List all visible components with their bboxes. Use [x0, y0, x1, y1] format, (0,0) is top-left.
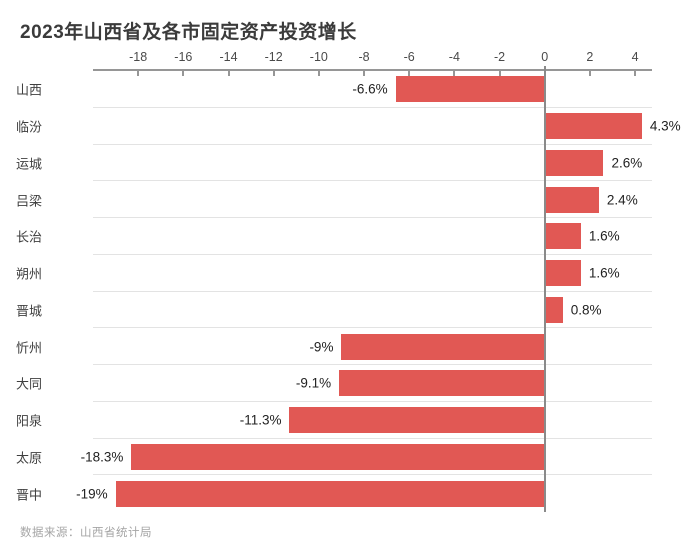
value-label: 4.3% [649, 118, 681, 134]
row-separator [93, 437, 652, 439]
row-separator [93, 253, 652, 255]
x-tick-label: -8 [358, 50, 370, 64]
value-label: 0.8% [570, 302, 602, 318]
bar [544, 223, 581, 250]
bar [289, 407, 545, 434]
bar [544, 186, 599, 213]
x-tick-mark [453, 70, 456, 76]
category-label: 晋城 [16, 303, 43, 319]
bar-row: 临汾 4.3% [0, 108, 700, 145]
bar-row: 忻州 -9% [0, 328, 700, 365]
value-label: -9.1% [295, 375, 332, 391]
category-label: 阳泉 [16, 413, 43, 429]
category-label: 朔州 [16, 266, 43, 282]
x-tick-label: 4 [631, 50, 639, 64]
x-tick-mark [227, 70, 230, 76]
row-separator [93, 400, 652, 402]
zero-baseline [544, 66, 546, 512]
plot-area: 山西 -6.6% 临汾 4.3% 运城 2.6% 吕梁 2.4% 长治 1.6% 朔州 1.6% 晋城 0… [0, 71, 700, 512]
x-tick-label: -4 [448, 50, 460, 64]
value-label: -11.3% [239, 412, 282, 428]
category-label: 运城 [16, 156, 43, 172]
x-tick-label: -16 [174, 50, 193, 64]
x-tick-label: -12 [264, 50, 283, 64]
row-separator [93, 364, 652, 365]
bar-row: 阳泉 -11.3% [0, 402, 700, 439]
bar [341, 333, 545, 360]
x-tick-mark [272, 70, 275, 76]
x-tick-label: -2 [493, 50, 506, 64]
x-tick-mark [498, 70, 501, 76]
x-tick-mark [363, 70, 366, 76]
row-separator [93, 106, 652, 108]
x-tick-mark [137, 70, 140, 76]
row-separator [93, 217, 652, 218]
bar-row: 山西 -6.6% [0, 71, 700, 108]
bar [544, 113, 642, 140]
bar-row: 太原 -18.3% [0, 439, 700, 476]
x-tick-mark [634, 70, 637, 76]
source-note: 数据来源：山西省统计局 [20, 527, 152, 539]
x-tick-label: 0 [541, 50, 549, 64]
bar [131, 443, 545, 470]
bar [544, 296, 563, 323]
bar [395, 76, 545, 103]
value-label: -19% [76, 486, 108, 502]
x-tick-label: -18 [129, 50, 148, 64]
bar-row: 长治 1.6% [0, 218, 700, 255]
category-label: 忻州 [16, 340, 43, 356]
chart-title: 2023年山西省及各市固定资产投资增长 [20, 22, 357, 43]
bar [115, 480, 545, 507]
value-label: 1.6% [588, 228, 620, 244]
x-tick-label: 2 [586, 50, 594, 64]
value-label: 2.6% [611, 155, 643, 171]
category-label: 太原 [16, 450, 43, 466]
value-label: -6.6% [352, 81, 388, 97]
bar [544, 260, 581, 287]
bar-row: 大同 -9.1% [0, 365, 700, 402]
row-separator [93, 180, 652, 182]
bar [339, 370, 545, 397]
bar [544, 149, 604, 176]
x-tick-mark [317, 70, 320, 76]
x-tick-label: -14 [219, 50, 238, 64]
x-tick-mark [408, 70, 411, 76]
value-label: -18.3% [80, 449, 124, 465]
row-separator [93, 474, 652, 476]
value-label: 1.6% [588, 265, 620, 281]
bar-row: 运城 2.6% [0, 145, 700, 182]
category-label: 吕梁 [16, 193, 43, 209]
row-separator [93, 290, 652, 292]
bar-row: 晋城 0.8% [0, 292, 700, 329]
value-label: -9% [309, 339, 334, 355]
category-label: 山西 [16, 82, 43, 98]
category-label: 晋中 [16, 487, 43, 503]
x-axis-line [93, 69, 652, 71]
value-label: 2.4% [606, 192, 638, 208]
category-label: 大同 [16, 376, 43, 392]
bar-row: 吕梁 2.4% [0, 181, 700, 218]
x-tick-label: -10 [309, 50, 328, 64]
x-tick-mark [588, 70, 591, 76]
row-separator [93, 143, 652, 145]
x-tick-label: -6 [403, 50, 415, 64]
row-separator [93, 327, 652, 329]
bar-row: 朔州 1.6% [0, 255, 700, 292]
category-label: 长治 [16, 229, 43, 245]
x-tick-mark [182, 70, 185, 76]
category-label: 临汾 [16, 119, 43, 135]
bar-row: 晋中 -19% [0, 475, 700, 512]
